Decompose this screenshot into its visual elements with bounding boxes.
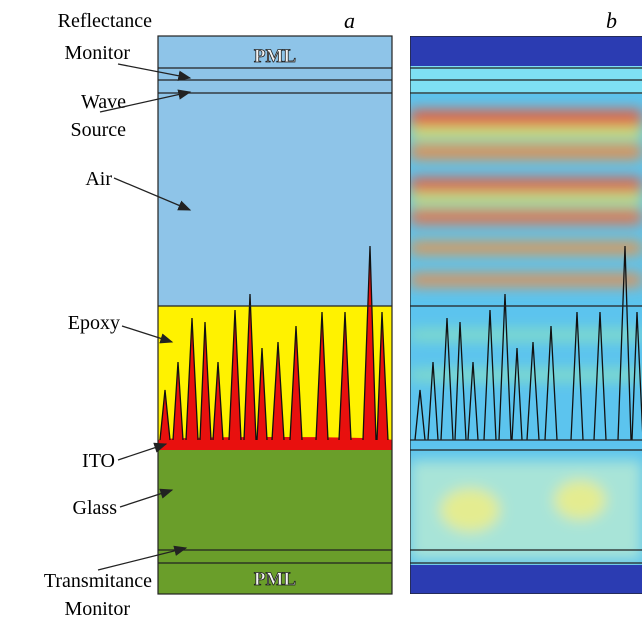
panel-b — [410, 36, 642, 594]
pml-top: PML — [254, 46, 296, 67]
label: Transmitance — [44, 570, 152, 592]
label: Reflectance — [58, 10, 152, 32]
label: ITO — [82, 450, 115, 472]
pml-bottom: PML — [254, 569, 296, 590]
label: Air — [85, 168, 112, 190]
labels: Reflectance Monitor Wave Source Air Epox… — [44, 10, 192, 620]
label: Glass — [73, 497, 118, 519]
label: Epoxy — [68, 312, 120, 334]
label: Source — [70, 119, 126, 141]
label: Monitor — [64, 598, 130, 620]
label: Wave — [81, 91, 126, 113]
label: Monitor — [64, 42, 130, 64]
panel-label: a — [344, 8, 355, 33]
panel-label: b — [606, 8, 617, 33]
panel-a: PML PML a — [157, 8, 393, 595]
